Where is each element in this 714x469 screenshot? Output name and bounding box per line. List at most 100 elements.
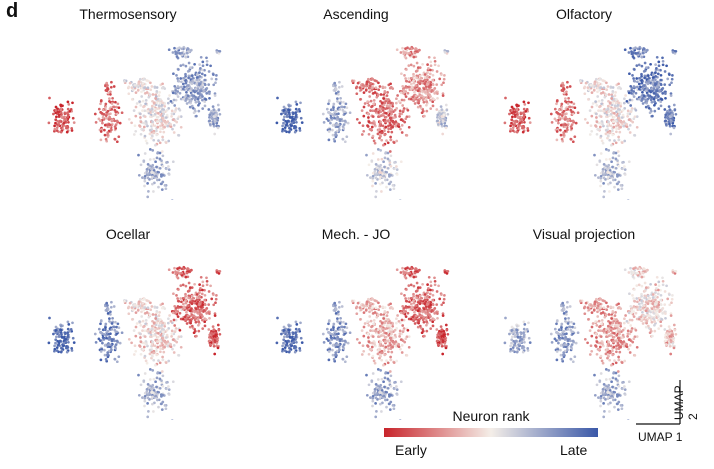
neuron-point	[359, 98, 362, 101]
neuron-point	[161, 347, 165, 351]
neuron-point	[403, 55, 407, 58]
neuron-point	[59, 328, 63, 332]
neuron-point	[570, 100, 573, 104]
neuron-point	[170, 335, 173, 338]
neuron-point	[115, 325, 118, 329]
neuron-point	[348, 111, 352, 115]
neuron-point	[368, 84, 372, 88]
neuron-point	[161, 330, 165, 334]
neuron-point	[280, 112, 283, 116]
neuron-point	[93, 332, 97, 336]
neuron-point	[152, 351, 156, 355]
neuron-point	[436, 336, 439, 339]
neuron-point	[428, 72, 432, 76]
neuron-point	[191, 77, 195, 80]
neuron-point	[403, 340, 407, 344]
neuron-point	[571, 110, 575, 114]
neuron-point	[145, 361, 149, 365]
neuron-point	[191, 297, 195, 300]
neuron-point	[387, 350, 390, 354]
neuron-point	[398, 115, 401, 118]
neuron-point	[381, 124, 385, 128]
neuron-point	[154, 143, 157, 147]
neuron-point	[135, 102, 139, 105]
neuron-point	[63, 335, 66, 339]
neuron-point	[617, 135, 620, 139]
neuron-point	[607, 120, 610, 124]
neuron-point	[421, 98, 425, 102]
neuron-point	[53, 347, 57, 351]
neuron-point	[368, 304, 372, 308]
cluster-top-right	[167, 45, 218, 118]
neuron-point	[193, 282, 196, 286]
neuron-point	[147, 315, 151, 319]
neuron-point	[177, 354, 181, 357]
neuron-point	[363, 304, 367, 308]
neuron-point	[394, 344, 397, 348]
neuron-point	[214, 81, 217, 85]
neuron-point	[339, 316, 342, 320]
neuron-point	[646, 104, 650, 108]
neuron-point	[387, 347, 390, 351]
neuron-point	[367, 104, 371, 107]
neuron-point	[611, 129, 614, 133]
neuron-point	[106, 307, 110, 311]
neuron-point	[130, 86, 134, 89]
neuron-point	[172, 344, 176, 347]
neuron-point	[370, 159, 374, 163]
neuron-point	[154, 317, 158, 320]
neuron-point	[431, 320, 435, 324]
neuron-point	[418, 82, 422, 86]
neuron-point	[633, 79, 637, 83]
neuron-point	[55, 126, 59, 129]
neuron-point	[641, 51, 645, 55]
cluster-center	[123, 297, 184, 373]
neuron-point	[148, 148, 152, 151]
neuron-point	[108, 319, 111, 323]
neuron-point	[400, 98, 404, 102]
neuron-point	[63, 115, 66, 119]
neuron-point	[334, 311, 338, 315]
neuron-point	[149, 393, 152, 396]
neuron-point	[212, 122, 215, 126]
neuron-point	[105, 116, 108, 120]
neuron-point	[106, 304, 109, 307]
cluster-left-mid	[93, 80, 124, 144]
neuron-point	[68, 330, 72, 333]
neuron-point	[218, 269, 222, 273]
neuron-point	[153, 305, 157, 309]
neuron-point	[201, 107, 205, 110]
neuron-point	[212, 117, 215, 121]
neuron-point	[160, 306, 164, 310]
neuron-point	[282, 118, 286, 122]
neuron-point	[379, 330, 383, 334]
neuron-point	[101, 336, 105, 339]
neuron-point	[285, 123, 288, 127]
neuron-point	[668, 108, 672, 111]
neuron-point	[427, 275, 431, 279]
neuron-point	[391, 125, 394, 129]
neuron-point	[155, 165, 158, 169]
neuron-point	[299, 336, 303, 340]
neuron-point	[169, 125, 173, 129]
neuron-point	[598, 125, 602, 129]
neuron-point	[184, 55, 188, 59]
neuron-point	[664, 113, 668, 117]
neuron-point	[642, 84, 646, 87]
neuron-point	[180, 85, 183, 89]
neuron-point	[509, 127, 513, 131]
neuron-point	[148, 313, 152, 317]
neuron-point	[409, 302, 413, 306]
neuron-point	[161, 374, 165, 378]
neuron-point	[398, 112, 402, 116]
neuron-point	[394, 321, 398, 325]
neuron-point	[175, 51, 179, 54]
neuron-point	[402, 318, 406, 322]
neuron-point	[164, 120, 167, 124]
neuron-point	[395, 107, 399, 110]
neuron-point	[553, 107, 557, 111]
neuron-point	[336, 99, 339, 103]
neuron-point	[632, 95, 636, 98]
neuron-point	[203, 83, 207, 87]
neuron-point	[625, 123, 629, 126]
